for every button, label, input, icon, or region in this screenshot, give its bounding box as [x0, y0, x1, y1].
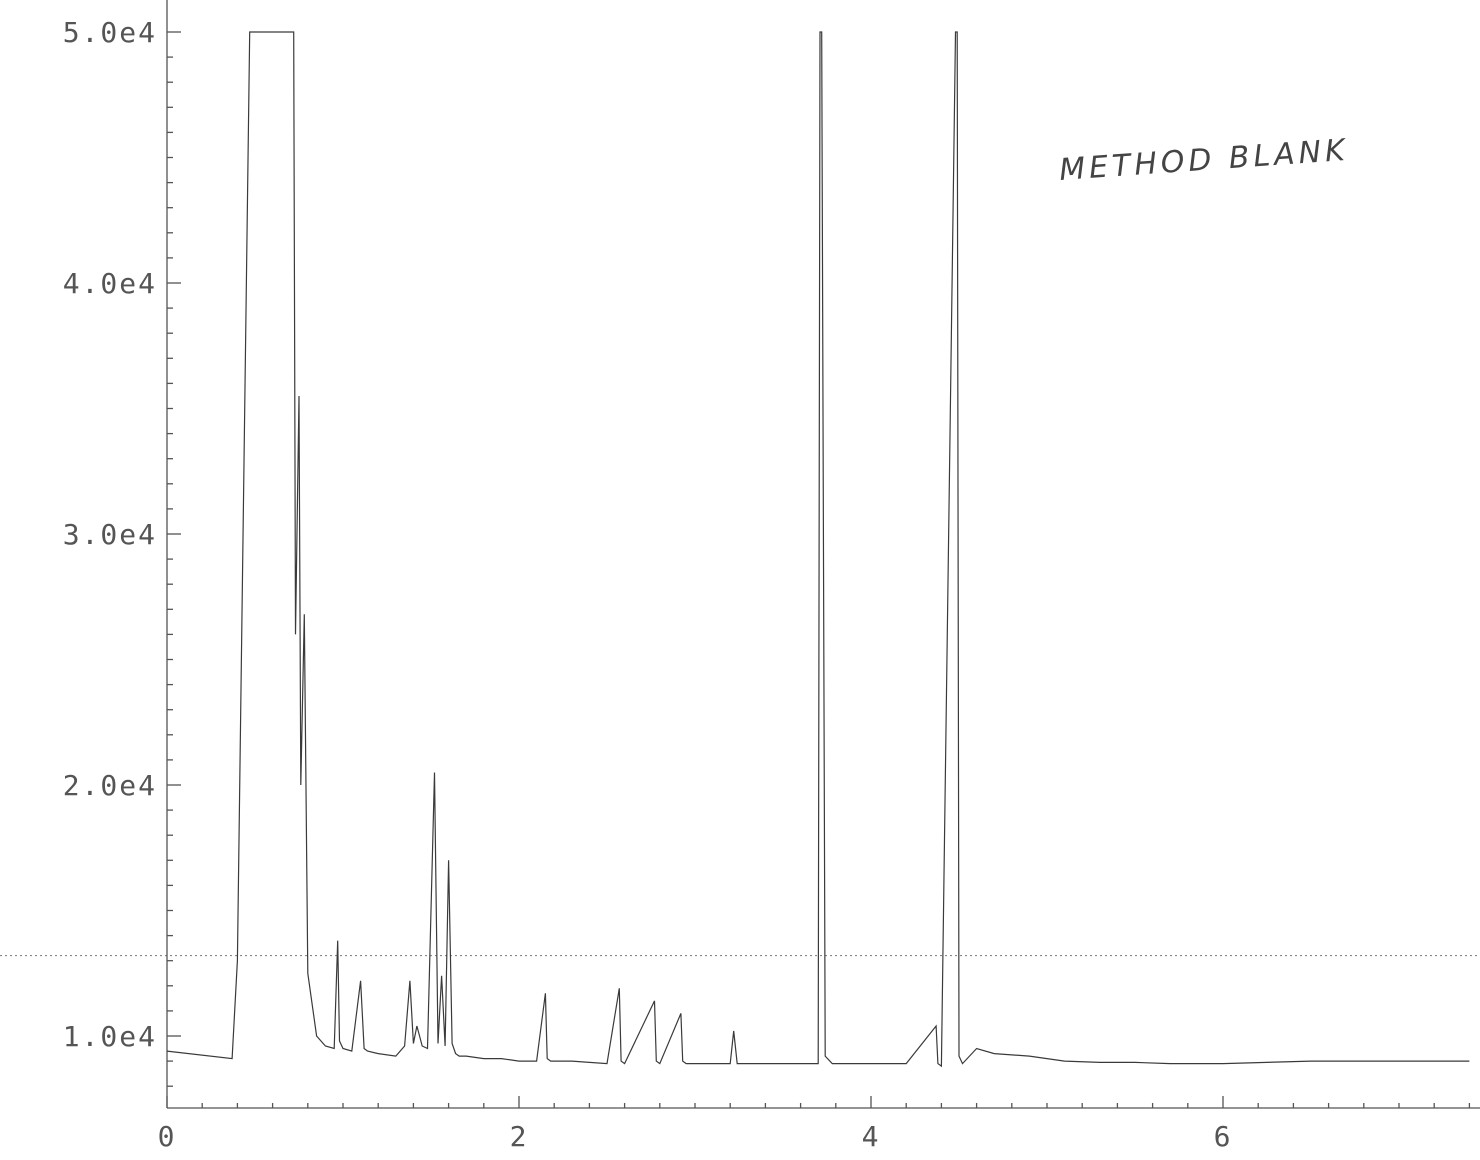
x-tick-label: 6: [1214, 1120, 1233, 1153]
y-tick-label: 3.0e4: [63, 518, 157, 551]
trace-layer: [166, 31, 1470, 1068]
tick-layer: 1.0e4 2.0e4 3.0e4 4.0e4 5.0e4 0 2 4 6: [63, 16, 1471, 1153]
y-tick-label: 4.0e4: [63, 267, 157, 300]
y-tick-label: 1.0e4: [63, 1020, 157, 1053]
x-tick-label: 4: [862, 1120, 881, 1153]
y-tick-label: 2.0e4: [63, 769, 157, 802]
axes: [166, 0, 1480, 1109]
x-tick-label: 0: [158, 1120, 177, 1153]
x-tick-label: 2: [510, 1120, 529, 1153]
y-tick-label: 5.0e4: [63, 16, 157, 49]
method-blank-annotation: METHOD BLANK: [1058, 133, 1350, 188]
chromatogram-trace: [166, 31, 1470, 1068]
